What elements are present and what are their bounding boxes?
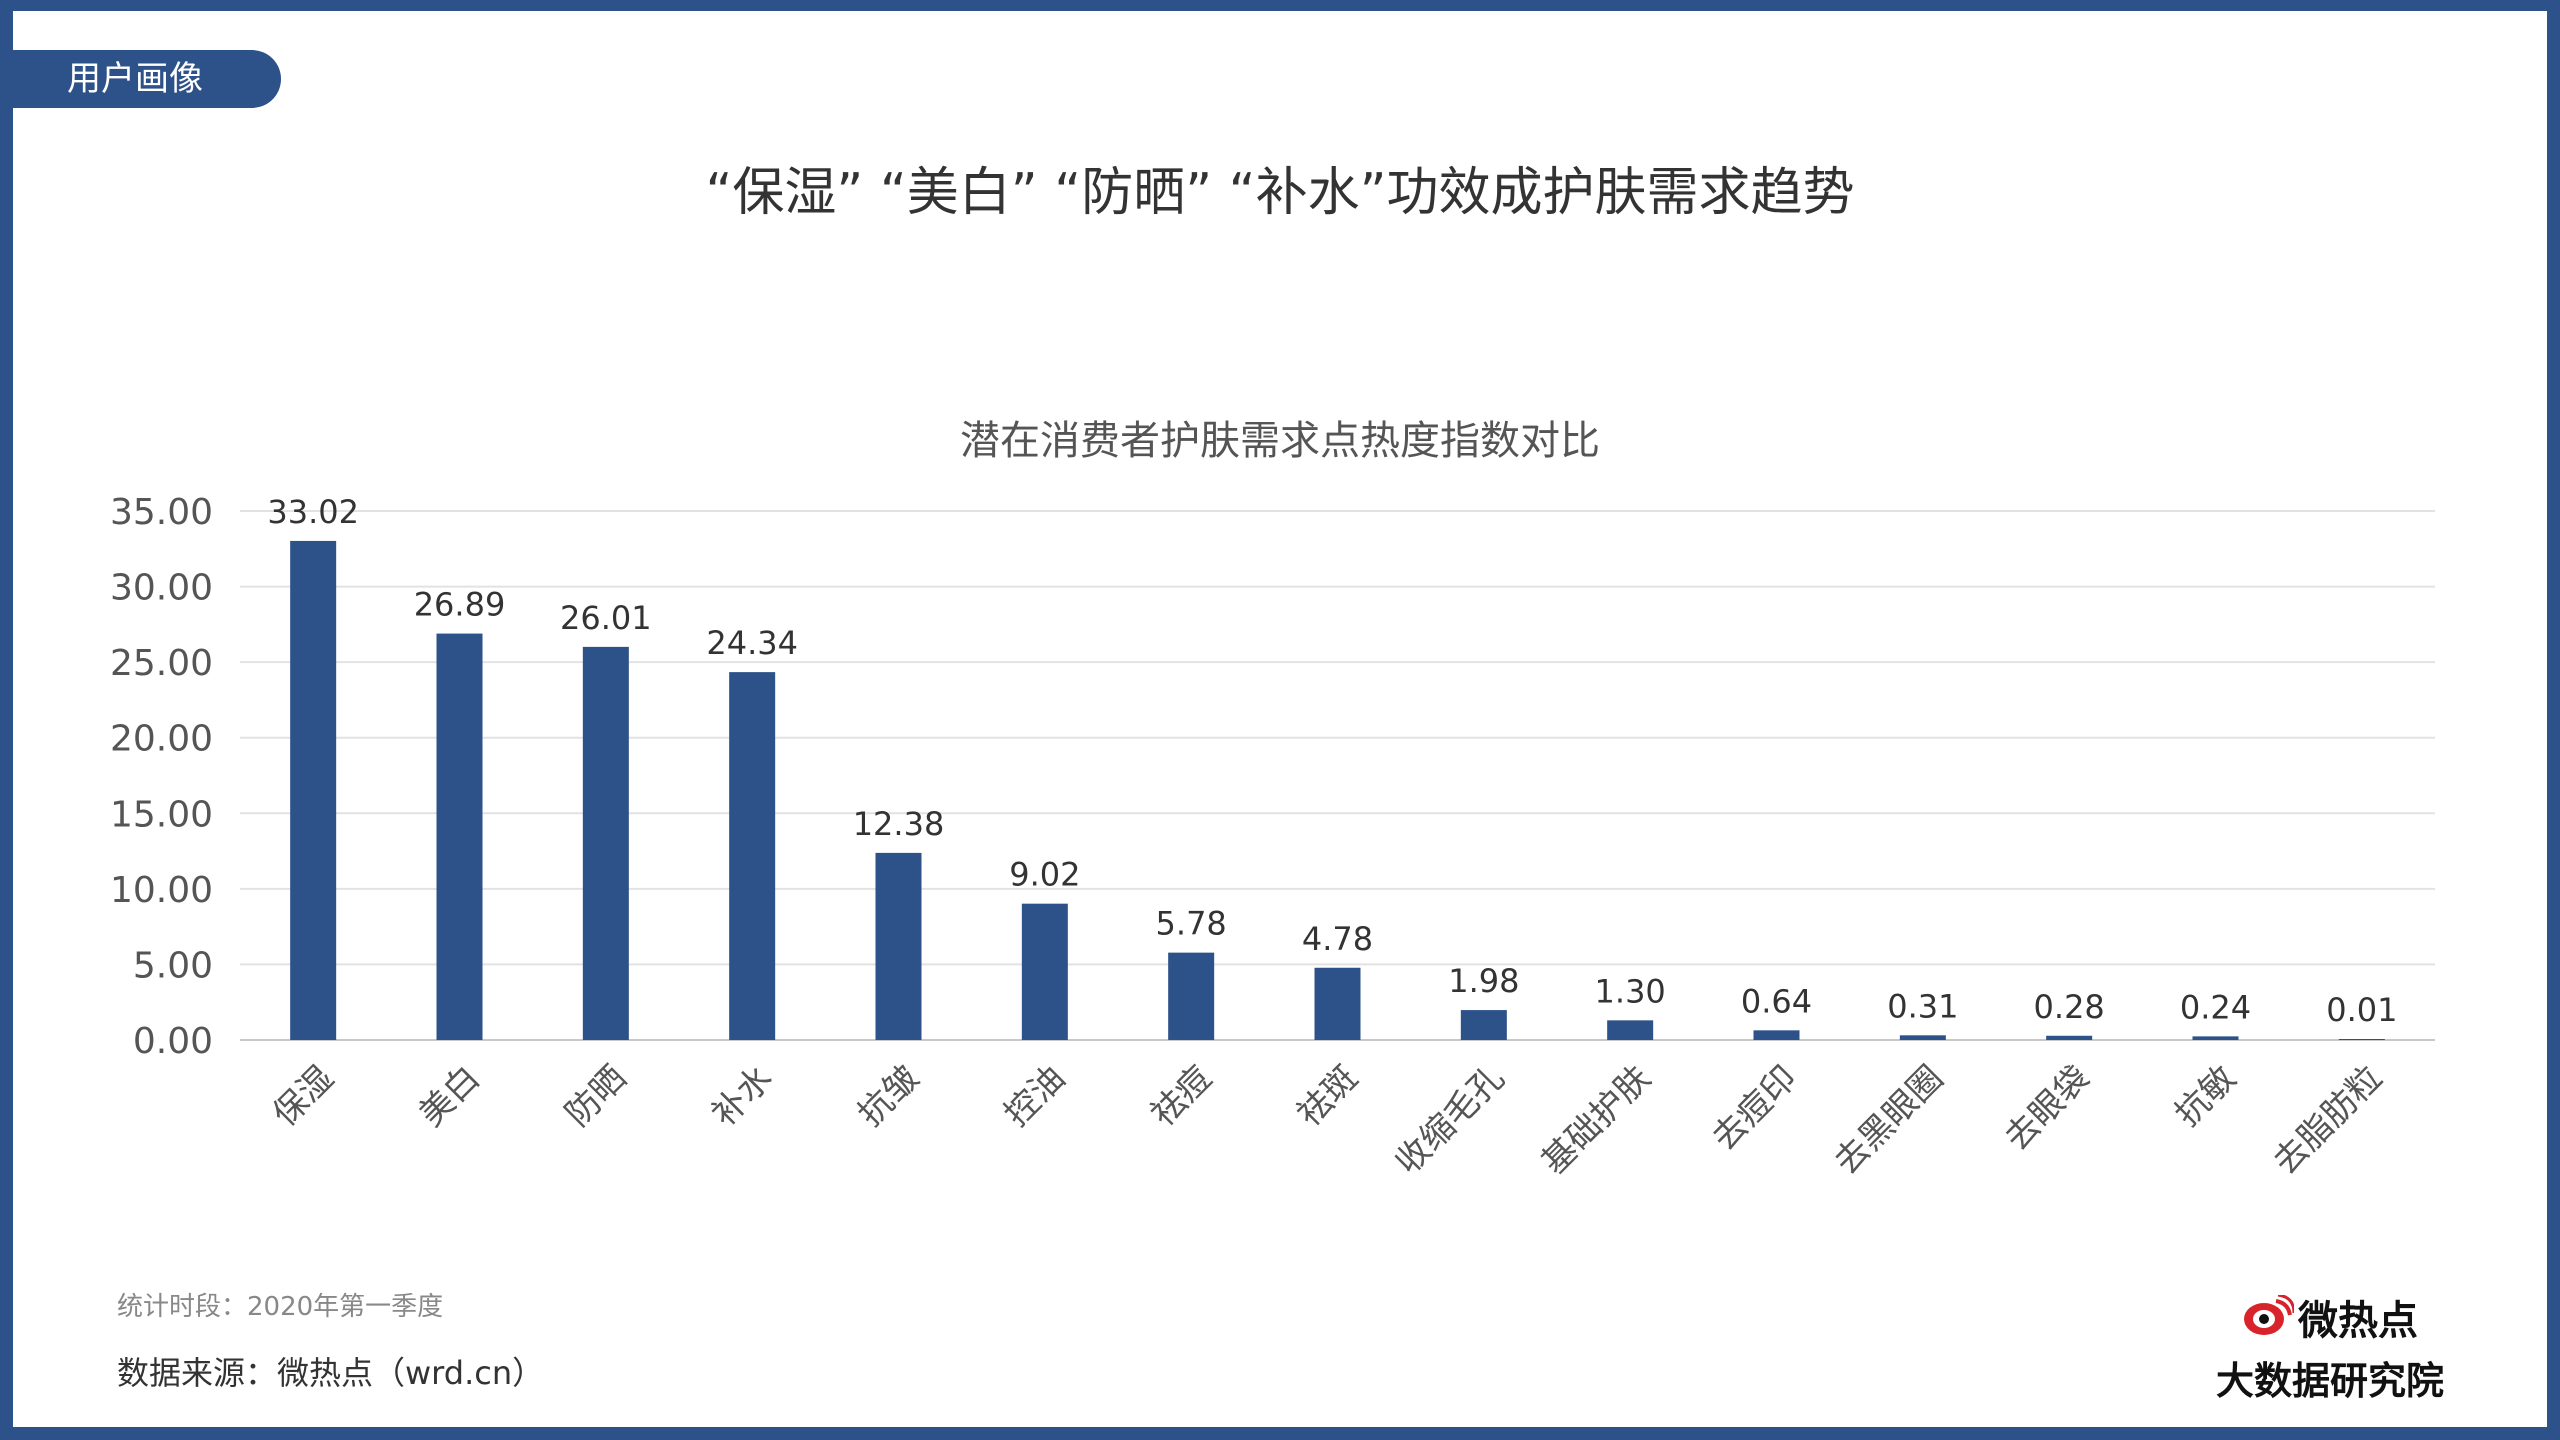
category-label: 去脂肪粒 — [2266, 1058, 2390, 1182]
data-label: 0.28 — [2034, 988, 2105, 1026]
y-tick-label: 15.00 — [110, 794, 213, 835]
data-label: 12.38 — [853, 805, 945, 843]
y-tick-label: 20.00 — [110, 719, 213, 760]
category-label: 去黑眼圈 — [1827, 1058, 1951, 1182]
bar — [2046, 1035, 2093, 1040]
data-label: 0.24 — [2180, 988, 2251, 1026]
y-tick-label: 0.00 — [133, 1021, 213, 1062]
bar — [729, 672, 776, 1040]
bar — [290, 540, 337, 1040]
data-label: 0.64 — [1741, 982, 1812, 1020]
bar — [436, 633, 483, 1040]
data-label: 4.78 — [1302, 920, 1373, 958]
data-label: 33.02 — [267, 493, 359, 531]
bar — [1168, 952, 1215, 1040]
y-tick-label: 5.00 — [133, 945, 213, 986]
brand-subtitle: 大数据研究院 — [2215, 1359, 2444, 1403]
data-label: 24.34 — [706, 624, 798, 662]
data-label: 0.31 — [1887, 987, 1958, 1025]
bar — [1607, 1020, 1654, 1040]
brand-name: 微热点 — [2298, 1298, 2418, 1344]
y-tick-label: 25.00 — [110, 643, 213, 684]
data-label: 1.30 — [1595, 972, 1666, 1010]
data-label: 0.01 — [2326, 991, 2397, 1029]
category-label: 抗皱 — [850, 1058, 926, 1134]
chart-title: 潜在消费者护肤需求点热度指数对比 — [960, 418, 1600, 464]
data-label: 1.98 — [1448, 962, 1519, 1000]
source-note: 数据来源：微热点（wrd.cn） — [117, 1354, 545, 1392]
category-label: 防晒 — [558, 1058, 634, 1134]
data-label: 26.01 — [560, 599, 652, 637]
brand-logo: 微热点 大数据研究院 — [2190, 1288, 2470, 1405]
bar — [875, 852, 922, 1040]
data-label: 26.89 — [414, 586, 506, 624]
y-tick-label: 10.00 — [110, 870, 213, 911]
eye-logo-icon — [2244, 1295, 2294, 1335]
category-label: 美白 — [411, 1058, 487, 1134]
category-label: 补水 — [704, 1058, 780, 1134]
category-label: 抗敏 — [2167, 1058, 2243, 1134]
period-note: 统计时段：2020年第一季度 — [117, 1292, 444, 1322]
category-label: 收缩毛孔 — [1388, 1058, 1512, 1182]
y-tick-label: 35.00 — [110, 492, 213, 533]
bar — [1021, 903, 1068, 1040]
section-tag: 用户画像 — [13, 50, 281, 108]
category-label: 祛痘 — [1143, 1058, 1219, 1134]
category-label: 祛斑 — [1289, 1058, 1365, 1134]
bar — [2338, 1039, 2385, 1040]
category-label: 控油 — [997, 1058, 1073, 1134]
category-label: 保湿 — [265, 1058, 341, 1134]
data-label: 9.02 — [1009, 856, 1080, 894]
category-label: 基础护肤 — [1534, 1058, 1658, 1182]
page-headline: “保湿” “美白” “防晒” “补水”功效成护肤需求趋势 — [705, 163, 1855, 223]
bar — [1899, 1035, 1946, 1040]
y-tick-label: 30.00 — [110, 568, 213, 609]
bar — [1753, 1030, 1800, 1040]
bar — [582, 646, 629, 1040]
category-label: 去痘印 — [1704, 1058, 1804, 1158]
data-label: 5.78 — [1156, 905, 1227, 943]
category-label: 去眼袋 — [1997, 1058, 2097, 1158]
bar — [2192, 1036, 2239, 1040]
bar — [1314, 967, 1361, 1040]
bar — [1460, 1010, 1507, 1040]
